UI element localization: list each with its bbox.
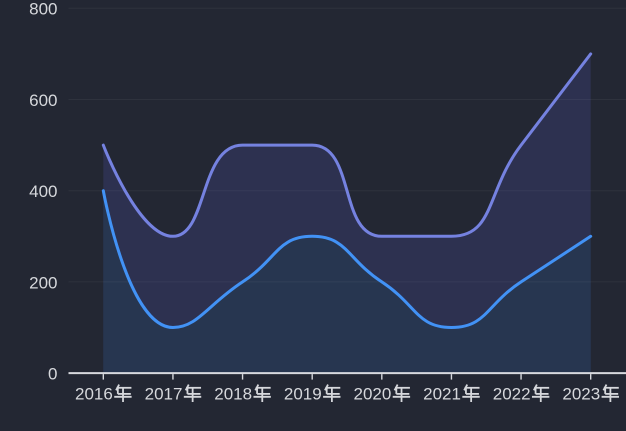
svg-text:2017: 2017	[145, 385, 183, 404]
svg-text:2016: 2016	[75, 385, 113, 404]
svg-text:2022: 2022	[493, 385, 531, 404]
svg-text:2020: 2020	[354, 385, 392, 404]
svg-text:400: 400	[29, 182, 57, 201]
svg-text:2018: 2018	[214, 385, 252, 404]
svg-text:0: 0	[48, 365, 57, 384]
svg-text:200: 200	[29, 273, 57, 292]
svg-text:2023: 2023	[562, 385, 600, 404]
svg-text:800: 800	[29, 0, 57, 19]
svg-text:600: 600	[29, 91, 57, 110]
svg-text:2021: 2021	[423, 385, 461, 404]
svg-text:2019: 2019	[284, 385, 322, 404]
